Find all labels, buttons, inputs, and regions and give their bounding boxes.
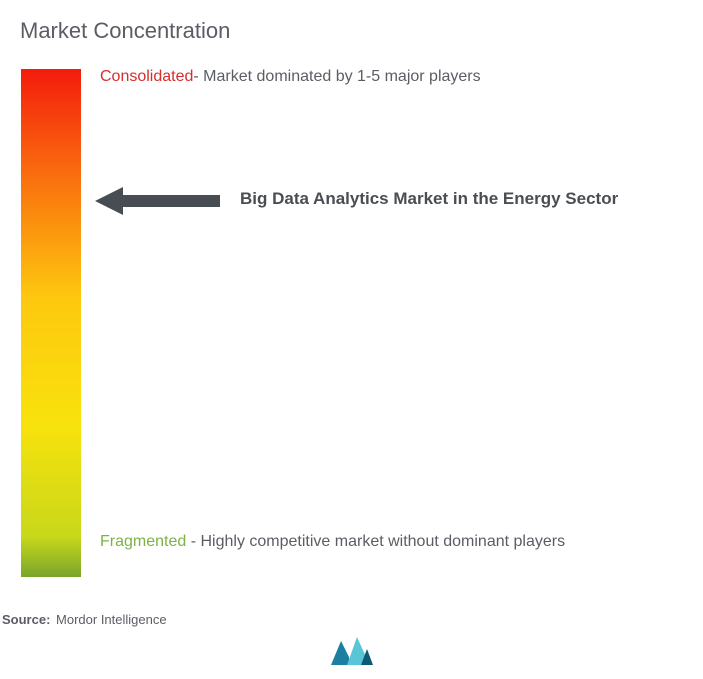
arrow-shape (95, 187, 220, 215)
fragmented-label-group: Fragmented - Highly competitive market w… (100, 528, 640, 555)
left-arrow-icon (95, 186, 220, 204)
source-value: Mordor Intelligence (56, 612, 167, 627)
mordor-logo-icon (329, 635, 375, 669)
fragmented-label: Fragmented (100, 533, 186, 550)
page-title: Market Concentration (20, 18, 683, 44)
consolidated-label: Consolidated (100, 68, 193, 85)
fragmented-description: - Highly competitive market without domi… (186, 533, 565, 550)
chart-area: Consolidated- Market dominated by 1-5 ma… (20, 68, 683, 588)
source-attribution: Source: Mordor Intelligence (2, 612, 167, 627)
pointer-arrow-group (95, 186, 220, 204)
concentration-gradient-bar (20, 68, 82, 578)
consolidated-label-group: Consolidated- Market dominated by 1-5 ma… (100, 66, 481, 88)
market-name-label: Big Data Analytics Market in the Energy … (240, 188, 660, 210)
source-label: Source: (2, 612, 50, 627)
consolidated-description: - Market dominated by 1-5 major players (193, 68, 480, 85)
